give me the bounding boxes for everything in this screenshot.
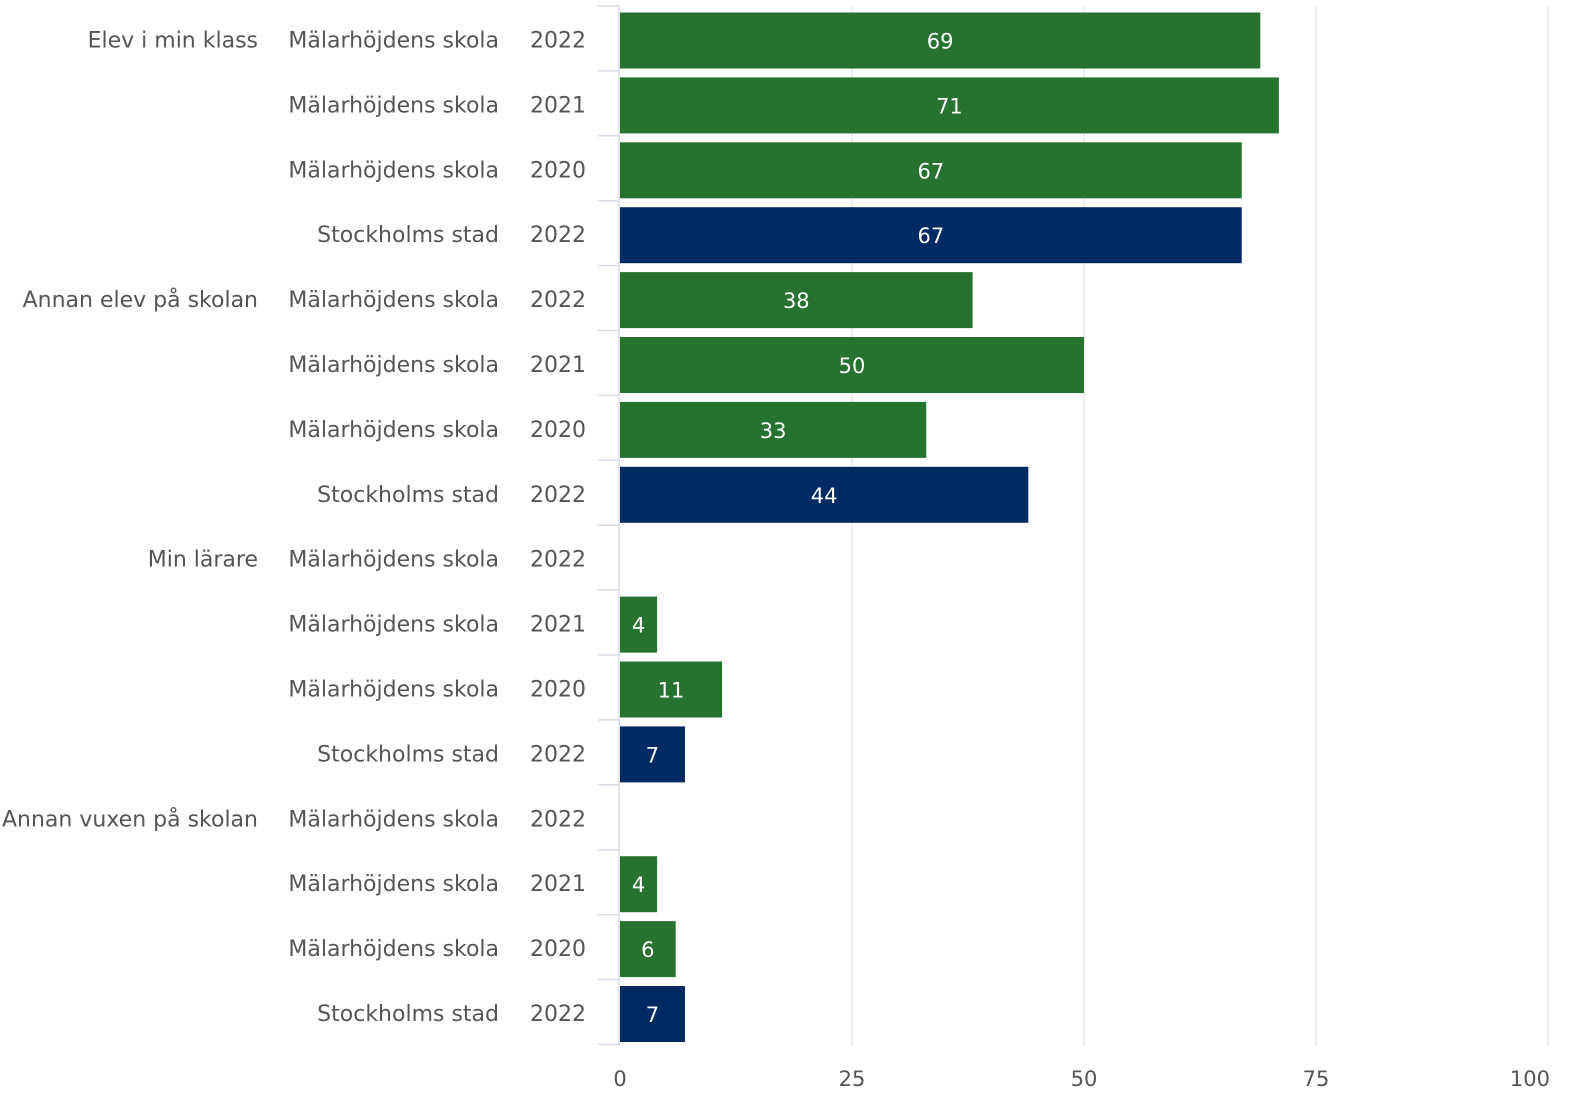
x-tick-label-0: 0: [613, 1067, 626, 1091]
bar-school-2020: [620, 921, 676, 978]
category-labels: 2022 Mälarhöjdens skola Elev i min klass 20…: [2, 28, 586, 1026]
bar-value-label: 4: [632, 873, 645, 897]
group-label: Annan vuxen på skolan: [2, 806, 258, 832]
group-label: Min lärare: [148, 548, 258, 573]
year-label: 2022: [530, 742, 586, 767]
unit-label: Mälarhöjdens skola: [288, 548, 499, 573]
bar-value-label: 7: [646, 743, 659, 767]
bar-value-label: 33: [760, 419, 787, 443]
bar-school-2020: [620, 142, 1242, 199]
x-tick-label-75: 75: [1303, 1067, 1330, 1091]
bar-school-2022: [620, 272, 973, 329]
year-label: 2021: [530, 872, 586, 897]
bar-value-label: 67: [918, 159, 945, 183]
year-label: 2022: [530, 288, 586, 313]
unit-label: Mälarhöjdens skola: [288, 353, 499, 378]
unit-label: Mälarhöjdens skola: [288, 937, 499, 962]
unit-label: Mälarhöjdens skola: [288, 807, 499, 832]
year-label: 2020: [530, 937, 586, 962]
group-label: Annan elev på skolan: [23, 287, 258, 313]
year-label: 2022: [530, 1002, 586, 1027]
unit-label: Mälarhöjdens skola: [288, 613, 499, 638]
year-label: 2022: [530, 483, 586, 508]
year-label: 2022: [530, 807, 586, 832]
bar-school-2021: [620, 856, 658, 913]
bar-school-2022: [620, 12, 1261, 69]
year-label: 2022: [530, 28, 586, 53]
year-label: 2021: [530, 613, 586, 638]
bar-value-label: 6: [641, 938, 654, 962]
unit-label: Mälarhöjdens skola: [288, 288, 499, 313]
unit-label: Mälarhöjdens skola: [288, 93, 499, 118]
year-label: 2020: [530, 677, 586, 702]
bar-value-label: 69: [927, 29, 954, 53]
bar-value-label: 11: [658, 678, 685, 702]
x-tick-label-50: 50: [1071, 1067, 1098, 1091]
unit-label: Mälarhöjdens skola: [288, 677, 499, 702]
bar-value-label: 4: [632, 614, 645, 638]
unit-label: Mälarhöjdens skola: [288, 872, 499, 897]
year-label: 2022: [530, 548, 586, 573]
unit-label: Mälarhöjdens skola: [288, 158, 499, 183]
unit-label: Stockholms stad: [317, 483, 499, 508]
year-label: 2020: [530, 418, 586, 443]
bar-value-label: 67: [918, 224, 945, 248]
bar-value-label: 38: [783, 289, 810, 313]
year-label: 2021: [530, 353, 586, 378]
bar-city-2022: [620, 726, 685, 783]
bar-city-2022: [620, 986, 685, 1042]
bar-value-label: 44: [811, 484, 838, 508]
year-label: 2020: [530, 158, 586, 183]
bar-city-2022: [620, 466, 1029, 523]
unit-label: Mälarhöjdens skola: [288, 418, 499, 443]
bar-school-2020: [620, 661, 723, 718]
bar-value-label: 50: [839, 354, 866, 378]
bar-school-2021: [620, 77, 1279, 134]
x-tick-label-25: 25: [839, 1067, 866, 1091]
bar-school-2021: [620, 337, 1084, 393]
x-tick-label-100: 100: [1510, 1067, 1550, 1091]
group-label: Elev i min klass: [88, 28, 258, 53]
unit-label: Stockholms stad: [317, 223, 499, 248]
unit-label: Mälarhöjdens skola: [288, 28, 499, 53]
bar-value-label: 7: [646, 1003, 659, 1027]
year-label: 2022: [530, 223, 586, 248]
unit-label: Stockholms stad: [317, 1002, 499, 1027]
bar-value-label: 71: [936, 94, 963, 118]
bar-school-2021: [620, 596, 658, 653]
x-axis-ticks: 0 25 50 75 100: [613, 1067, 1550, 1091]
bar-school-2020: [620, 401, 927, 458]
y-axis: [598, 5, 620, 1047]
year-label: 2021: [530, 93, 586, 118]
unit-label: Stockholms stad: [317, 742, 499, 767]
bar-city-2022: [620, 207, 1242, 264]
